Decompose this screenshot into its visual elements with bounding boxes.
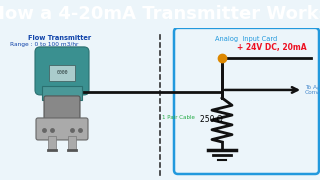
Text: To A/D
Converter: To A/D Converter (305, 85, 320, 95)
Text: Range : 0 to 100 m3/hr: Range : 0 to 100 m3/hr (10, 42, 78, 47)
FancyBboxPatch shape (174, 28, 319, 174)
Text: + 24V DC, 20mA: + 24V DC, 20mA (237, 43, 307, 52)
FancyBboxPatch shape (49, 65, 75, 81)
Text: How a 4-20mA Transmitter Works: How a 4-20mA Transmitter Works (0, 5, 320, 23)
FancyBboxPatch shape (68, 136, 76, 150)
Text: Flow Transmitter: Flow Transmitter (28, 35, 91, 41)
FancyBboxPatch shape (44, 96, 80, 122)
FancyBboxPatch shape (35, 47, 89, 95)
Text: Analog  Input Card: Analog Input Card (215, 36, 278, 42)
FancyBboxPatch shape (42, 86, 82, 100)
Text: 250 Ω: 250 Ω (200, 115, 223, 124)
FancyBboxPatch shape (48, 136, 56, 150)
Text: 1 Pair Cable: 1 Pair Cable (162, 115, 195, 120)
FancyBboxPatch shape (36, 118, 88, 140)
Text: 0000: 0000 (56, 70, 68, 75)
